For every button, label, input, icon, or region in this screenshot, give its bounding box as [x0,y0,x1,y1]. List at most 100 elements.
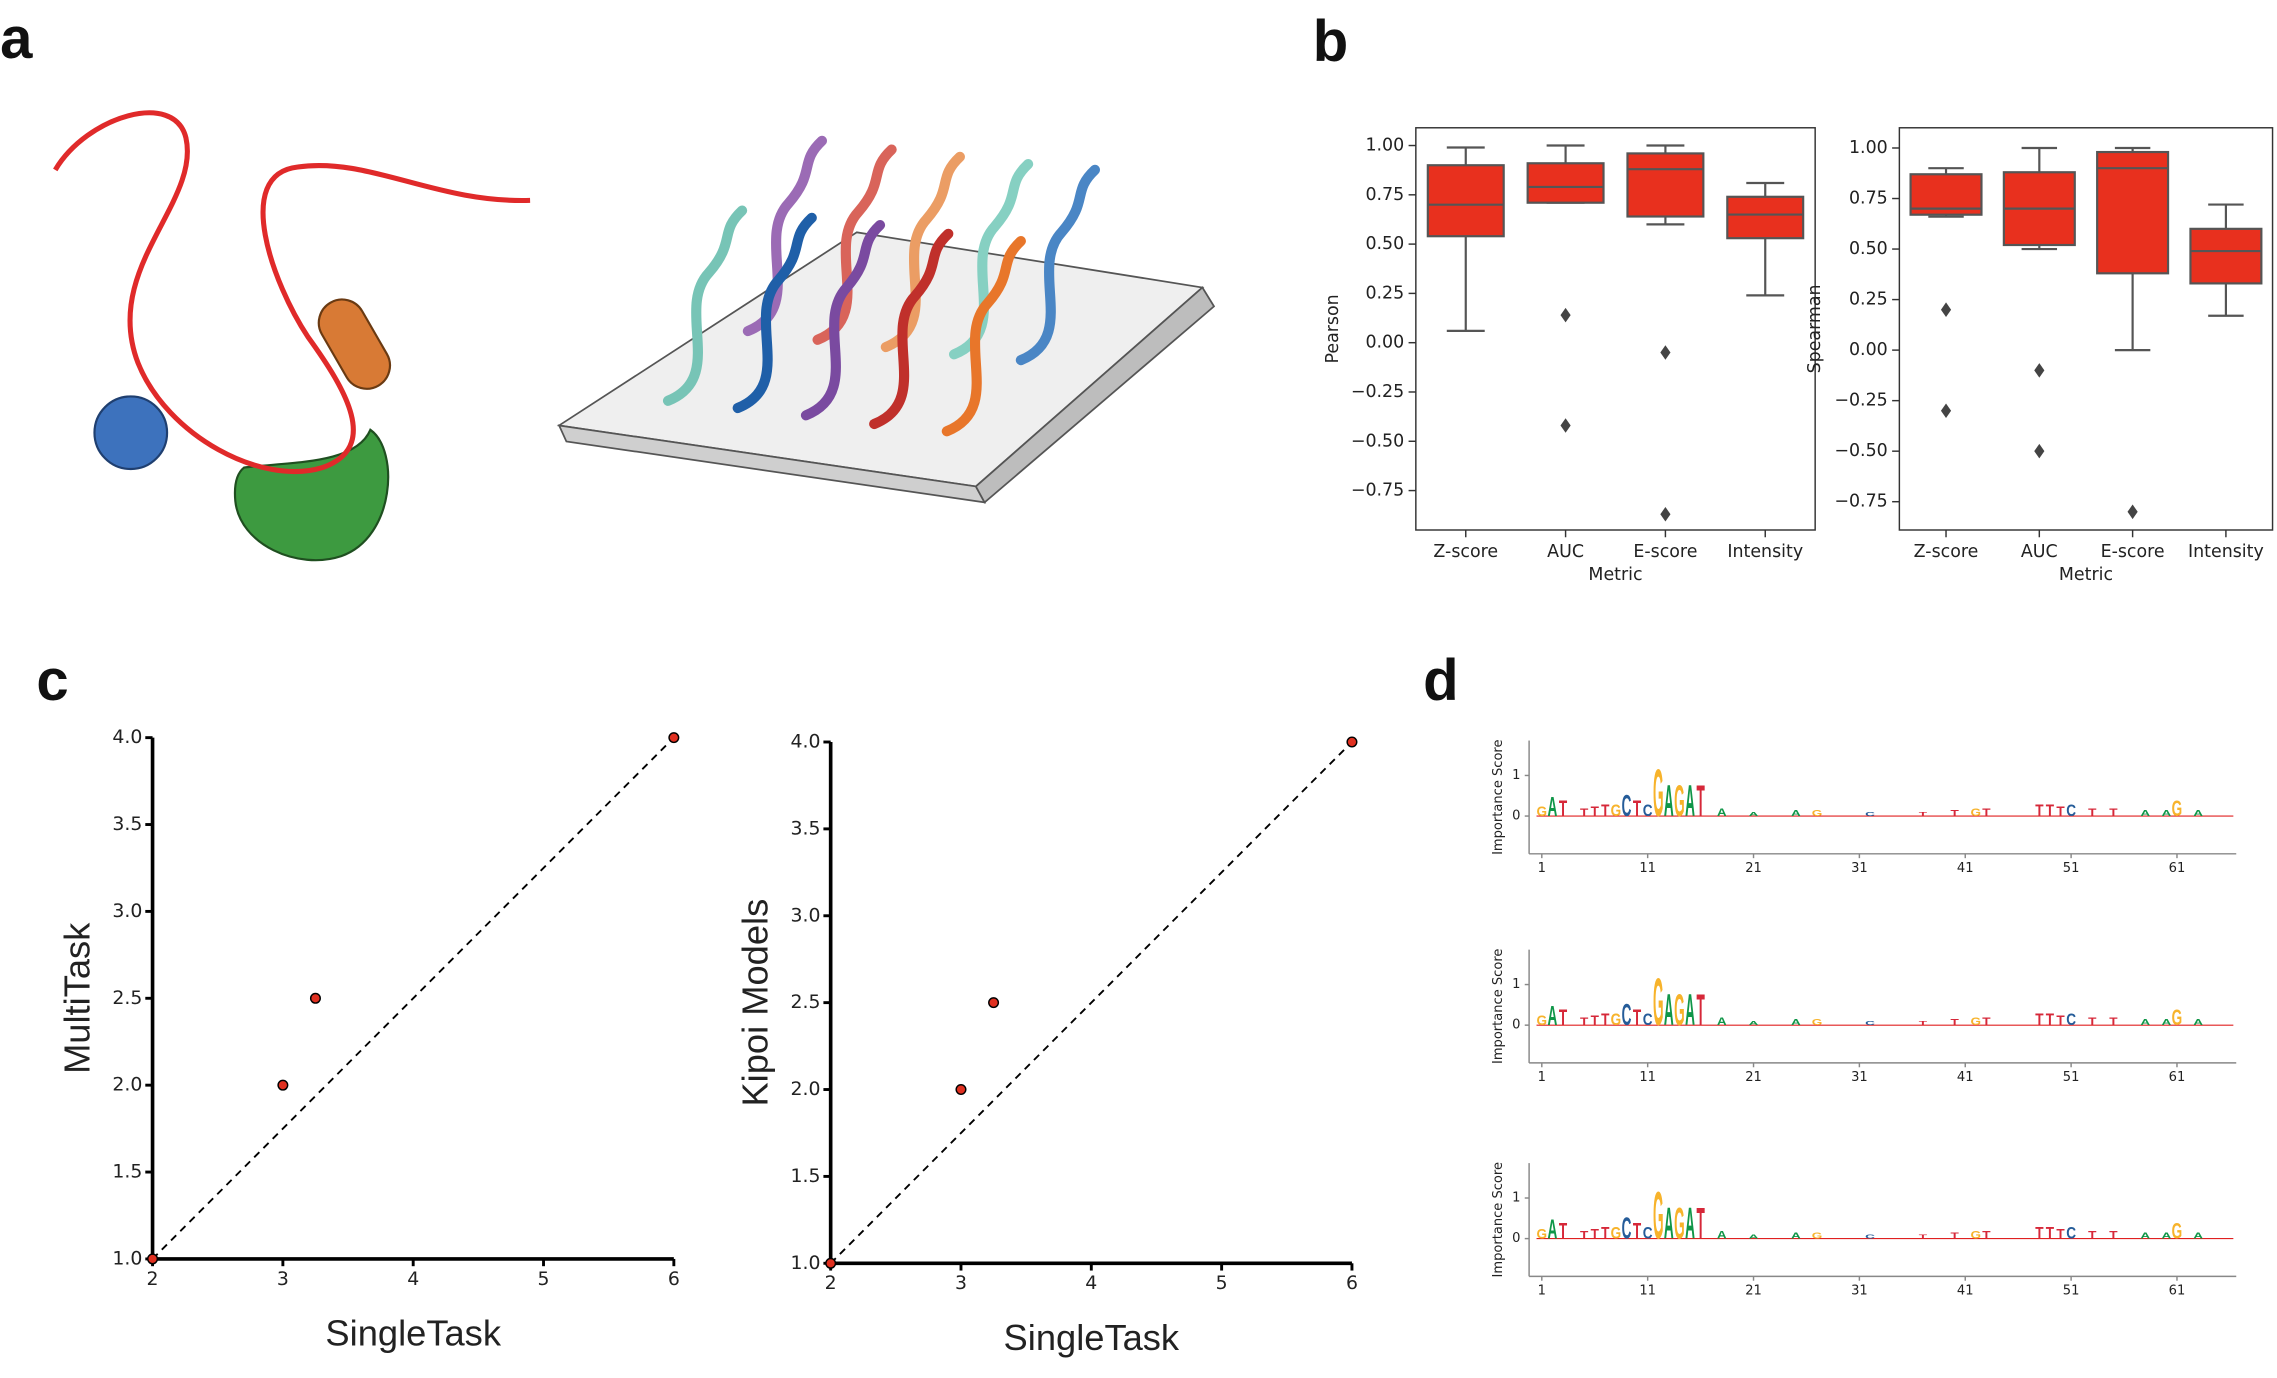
logo-letter: C [1622,1213,1632,1247]
logo-letter: A [1749,1021,1759,1027]
logo-letter: C [2066,1011,2076,1030]
logo-letter: G [1674,1198,1685,1248]
outlier [1940,302,1952,317]
logo-letter: A [2140,1232,2150,1241]
y-tick-label: 4.0 [791,731,821,753]
outlier [1940,403,1952,419]
x-tick-label: 3 [277,1268,289,1290]
logo-letter: T [1696,775,1704,825]
logo-letter: T [1982,806,1991,819]
point [309,992,321,1004]
logo-letter: T [2046,1224,2055,1243]
outlier [1660,506,1671,522]
logo-letter: T [2088,1015,2097,1028]
logo-letter: A [2140,1018,2150,1027]
logo-letter: C [1865,1234,1875,1240]
logo-letter: A [2161,1018,2171,1027]
logo-letter: A [1749,1234,1759,1240]
x-tick-label: 5 [1216,1272,1228,1294]
y-tick-label: −0.25 [1834,391,1887,411]
logo-letter: G [1653,756,1664,831]
y-tick-label: 3.0 [791,904,821,926]
panel-label: a [0,6,33,71]
x-tick-label: 11 [1639,1283,1656,1298]
logo-letter: C [1643,802,1653,821]
point [277,1079,289,1091]
logo-letter: G [1537,1226,1548,1241]
logo-letter: T [1633,1218,1642,1243]
logo-letter: A [1717,1229,1727,1242]
y-axis-label: MultiTask [57,922,98,1074]
outlier [2034,363,2045,378]
logo-letter: G [1812,809,1823,818]
logo-letter: A [1547,791,1557,823]
logo-letter: C [1865,1021,1875,1027]
logo-letter: G [1812,1018,1823,1027]
logo-letter: G [1674,985,1685,1035]
point [147,1253,159,1265]
logo-letter: T [2109,1229,2118,1242]
x-tick-label: E-score [1633,542,1697,562]
logo-letter: C [1622,790,1632,824]
x-tick-label: 41 [1957,861,1974,876]
logo-letter: A [1685,1198,1695,1248]
y-tick-label: 0.25 [1849,290,1888,310]
logo-letter: T [2109,1015,2118,1028]
logo-letter: T [1559,796,1568,821]
logo-letter: G [1653,966,1664,1041]
logo-letter: G [2172,1218,2183,1243]
logo-letter: T [1601,802,1610,821]
x-tick-label: 61 [2169,861,2186,876]
logo-letter: A [1717,806,1727,819]
logo-letter: A [1717,1015,1727,1028]
logo-letter: C [1643,1011,1653,1030]
logo-letter: T [2046,802,2055,821]
y-tick-label: 1 [1512,768,1520,783]
y-axis-label: Spearman [1805,284,1825,373]
y-axis-label: Importance Score [1491,739,1506,854]
logo-letter: A [1749,812,1759,818]
logo-letter: A [1664,985,1674,1035]
x-tick-label: AUC [2021,542,2058,562]
y-tick-label: 0 [1512,1231,1520,1246]
point [955,1084,967,1096]
logo-letter: T [1919,812,1928,818]
outlier [1660,345,1671,360]
box [1726,195,1805,240]
x-tick-label: 61 [2169,1283,2186,1298]
logo-letter: C [2066,1224,2076,1243]
outlier [1560,307,1571,323]
x-axis-label: SingleTask [325,1312,501,1353]
y-tick-label: 1.00 [1365,136,1404,156]
point [668,732,680,744]
logo-letter: T [1982,1229,1991,1242]
logo-letter: G [2172,796,2183,821]
x-tick-label: 2 [147,1268,159,1290]
x-tick-label: 31 [1851,1070,1868,1085]
box [1426,164,1505,238]
box [2189,227,2263,285]
y-tick-label: 0.00 [1849,340,1888,360]
logo-letter: T [1696,1198,1704,1248]
x-tick-label: Intensity [1727,542,1803,562]
logo-letter: G [1611,1011,1622,1030]
y-axis-label: Pearson [1323,294,1343,363]
x-tick-label: 4 [1085,1272,1097,1294]
logo-letter: T [1951,809,1959,818]
panel-label: d [1423,648,1458,713]
y-tick-label: 2.0 [112,1074,142,1096]
y-tick-label: 1 [1512,977,1520,992]
y-tick-label: 2.0 [791,1078,821,1100]
logo-letter: G [1971,1015,1982,1028]
logo-letter: G [1971,806,1982,819]
frame [1898,127,2274,531]
x-tick-label: 11 [1639,1070,1656,1085]
logo-letter: G [1537,1013,1548,1028]
x-tick-label: Z-score [1433,542,1498,562]
logo-letter: G [2172,1005,2183,1030]
logo-letter: C [1643,1224,1653,1243]
logo-letter: T [1633,796,1642,821]
logo-letter: T [1580,806,1589,819]
y-tick-label: −0.50 [1351,431,1404,451]
x-tick-label: 61 [2169,1070,2186,1085]
